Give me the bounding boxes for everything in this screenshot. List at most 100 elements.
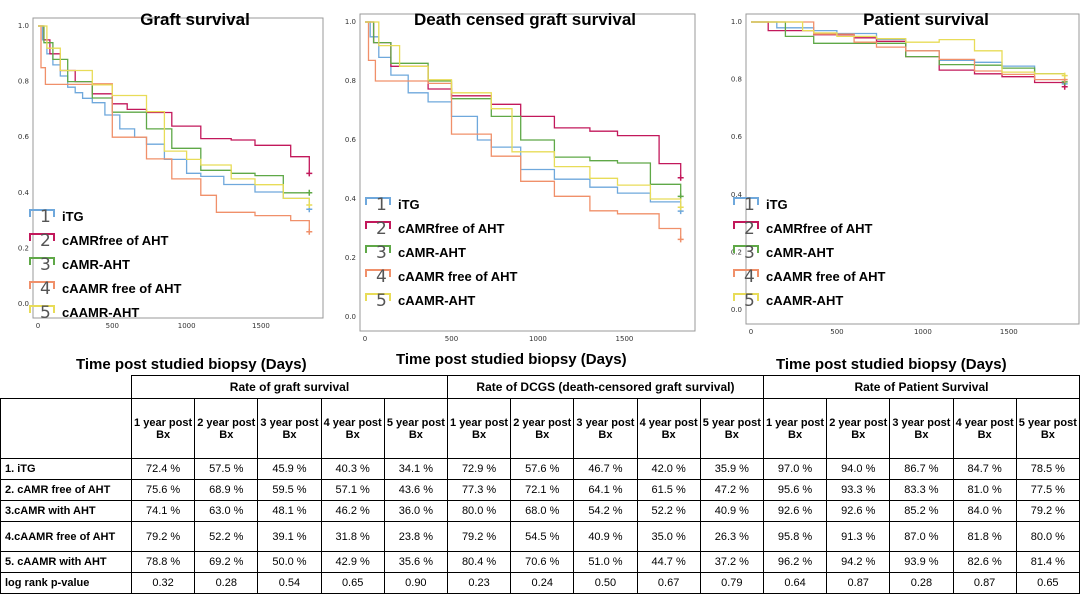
table-row: 2. cAMR free of AHT 75.6 % 68.9 % 59.5 % 57.… xyxy=(0,479,1081,501)
y-tick-label: 0.8 xyxy=(18,78,29,86)
series-line xyxy=(38,25,310,174)
table-cell: 48.1 % xyxy=(257,500,322,522)
column-header: 2 year post Bx xyxy=(194,398,259,459)
y-tick-label: 0.0 xyxy=(18,300,29,308)
chart-title: Graft survival xyxy=(140,10,250,29)
y-tick-label: 0.8 xyxy=(345,77,356,85)
table-cell: 74.1 % xyxy=(130,500,196,522)
column-header: 1 year post Bx xyxy=(130,398,196,459)
legend-label: iTG xyxy=(766,197,788,212)
x-tick-label: 500 xyxy=(445,335,458,343)
x-tick-label: 1500 xyxy=(616,335,634,343)
legend-swatch xyxy=(733,293,759,301)
legend-number: 5 xyxy=(40,303,51,323)
table-cell: 57.6 % xyxy=(510,458,575,480)
legend-label: cAMRfree of AHT xyxy=(398,221,504,236)
graft-survival-xlabel: Time post studied biopsy (Days) xyxy=(76,356,307,373)
legend-swatch xyxy=(733,221,759,229)
table-row: 3.cAMR with AHT 74.1 % 63.0 % 48.1 % 46.2 % 3… xyxy=(0,500,1081,522)
legend-label: cAAMR-AHT xyxy=(766,293,843,308)
legend-swatch xyxy=(29,209,55,217)
table-cell: 70.6 % xyxy=(510,551,575,573)
column-header: 5 year post Bx xyxy=(1015,398,1081,459)
legend-swatch xyxy=(365,245,391,253)
y-tick-label: 0.4 xyxy=(345,195,357,203)
legend-swatch xyxy=(365,221,391,229)
column-header: 1 year post Bx xyxy=(446,398,512,459)
table-cell: 0.54 xyxy=(257,572,322,594)
table-cell: 92.6 % xyxy=(826,500,891,522)
table-cell: 77.3 % xyxy=(446,479,512,501)
table-cell: 79.2 % xyxy=(1015,500,1081,522)
y-tick-label: 0.8 xyxy=(731,76,742,84)
table-cell: 40.3 % xyxy=(320,458,385,480)
y-tick-label: 0.2 xyxy=(345,254,356,262)
column-header: 2 year post Bx xyxy=(510,398,575,459)
table-cell: 61.5 % xyxy=(636,479,701,501)
group-header-graft: Rate of graft survival xyxy=(131,375,448,399)
censor-mark xyxy=(677,204,684,211)
table-cell: 69.2 % xyxy=(194,551,259,573)
table-cell: 36.0 % xyxy=(383,500,448,522)
table-cell: 0.24 xyxy=(510,572,575,594)
table-cell: 75.6 % xyxy=(130,479,196,501)
legend-swatch xyxy=(733,197,759,205)
table-cell: 34.1 % xyxy=(383,458,448,480)
series-line xyxy=(38,25,310,232)
table-cell: 45.9 % xyxy=(257,458,322,480)
legend-number: 3 xyxy=(744,243,755,263)
legend-number: 1 xyxy=(376,195,387,215)
legend-swatch xyxy=(29,233,55,241)
dcgs-xlabel: Time post studied biopsy (Days) xyxy=(396,351,627,368)
y-tick-label: 0.6 xyxy=(731,133,743,141)
table-column-header-row: 1 year post Bx 2 year post Bx 3 year post … xyxy=(0,398,1081,459)
column-header: 1 year post Bx xyxy=(762,398,828,459)
table-cell: 37.2 % xyxy=(699,551,764,573)
death-censored-graft-survival-chart: Death censed graft survival 0.0 0.2 0.4 0.6 0… xyxy=(330,0,700,345)
table-cell: 0.87 xyxy=(826,572,891,594)
legend-label: iTG xyxy=(398,197,420,212)
column-header: 4 year post Bx xyxy=(636,398,701,459)
y-tick-label: 0.2 xyxy=(731,248,742,256)
column-header: 4 year post Bx xyxy=(952,398,1017,459)
table-cell: 68.9 % xyxy=(194,479,259,501)
table-cell: 50.0 % xyxy=(257,551,322,573)
x-tick-label: 500 xyxy=(830,328,843,336)
table-cell: 44.7 % xyxy=(636,551,701,573)
y-tick-label: 0.4 xyxy=(18,189,30,197)
table-row: log rank p-value 0.32 0.28 0.54 0.65 0.90 0.23… xyxy=(0,572,1081,594)
x-tick-label: 0 xyxy=(36,322,40,330)
table-cell: 0.90 xyxy=(383,572,448,594)
table-cell: 0.87 xyxy=(952,572,1017,594)
table-cell: 0.65 xyxy=(320,572,385,594)
table-cell: 79.2 % xyxy=(130,521,196,552)
plot-frame xyxy=(32,17,324,319)
table-cell: 39.1 % xyxy=(257,521,322,552)
censor-mark xyxy=(677,236,684,243)
y-tick-label: 0.2 xyxy=(18,244,29,252)
y-tick-label: 1.0 xyxy=(731,18,742,26)
series-line xyxy=(751,21,1066,76)
legend-number: 4 xyxy=(744,267,755,287)
table-cell: 78.5 % xyxy=(1015,458,1081,480)
table-cell: 97.0 % xyxy=(762,458,828,480)
series-line xyxy=(365,21,682,197)
censor-mark xyxy=(306,170,313,177)
table-cell: 85.2 % xyxy=(889,500,954,522)
row-label: 2. cAMR free of AHT xyxy=(0,479,132,501)
table-cell: 92.6 % xyxy=(762,500,828,522)
table-cell: 35.0 % xyxy=(636,521,701,552)
legend-label: cAMR-AHT xyxy=(398,245,466,260)
table-cell: 46.7 % xyxy=(573,458,638,480)
censor-mark xyxy=(306,189,313,196)
table-cell: 72.9 % xyxy=(446,458,512,480)
table-corner xyxy=(0,375,132,399)
x-tick-label: 1500 xyxy=(252,322,270,330)
table-cell: 35.6 % xyxy=(383,551,448,573)
table-cell: 68.0 % xyxy=(510,500,575,522)
graft-survival-chart: Graft survival 0.0 0.2 0.4 0.6 0.8 1.0 0 500 1000… xyxy=(0,0,330,345)
legend-label: cAMRfree of AHT xyxy=(766,221,872,236)
series-line xyxy=(751,21,1066,82)
series-line xyxy=(365,21,682,240)
legend-label: cAMRfree of AHT xyxy=(62,233,168,248)
